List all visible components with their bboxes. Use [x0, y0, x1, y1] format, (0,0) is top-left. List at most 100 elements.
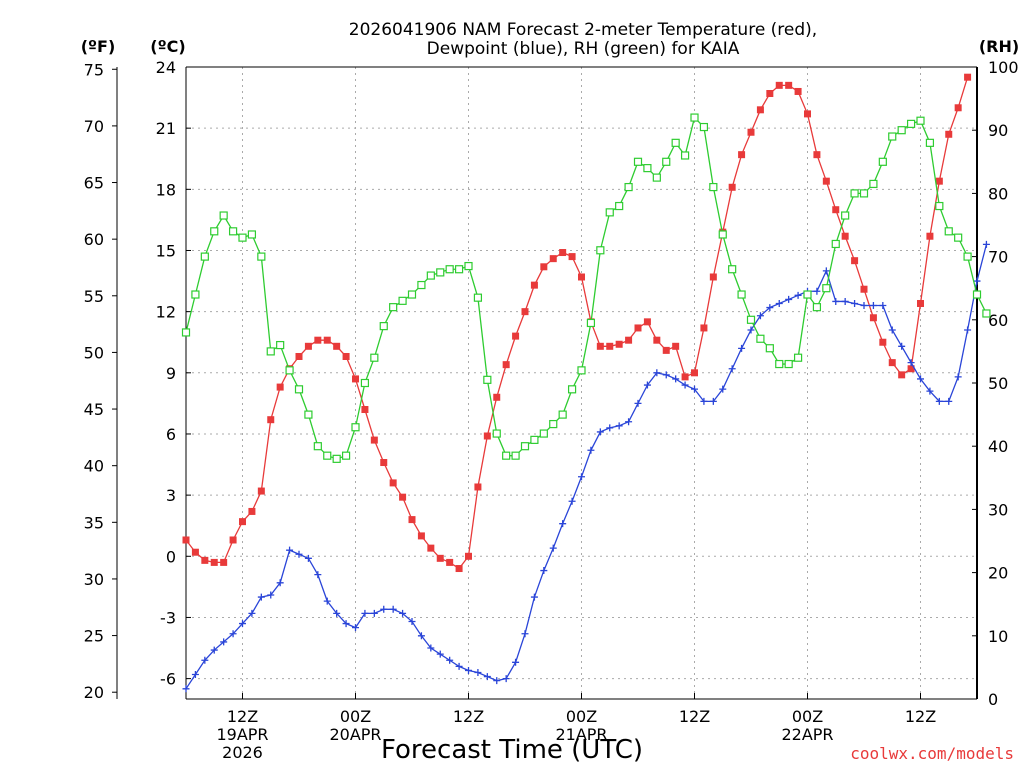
temperature-point [907, 365, 915, 373]
rh-point [530, 435, 539, 444]
temperature-point [851, 257, 859, 265]
rh-point [596, 246, 605, 255]
dewpoint-point [756, 312, 764, 320]
temperature-point [926, 232, 934, 240]
x-tick-label: 22APR [781, 725, 833, 744]
rh-point [643, 164, 652, 173]
temperature-point [455, 565, 463, 573]
temperature-point [436, 554, 444, 562]
rh-point [407, 290, 417, 299]
dewpoint-point [342, 620, 350, 628]
rh-point [323, 451, 332, 460]
x-tick-label: 12Z [227, 707, 258, 726]
fahrenheit-tick-label: 40 [84, 457, 104, 476]
x-axis-label: Forecast Time (UTC) [381, 735, 643, 765]
rh-point [464, 261, 473, 271]
celsius-tick-label: -3 [160, 608, 176, 627]
rh-point [765, 344, 774, 353]
fahrenheit-tick-label: 65 [84, 174, 104, 193]
temperature-point [945, 130, 953, 138]
rh-point [803, 290, 812, 299]
dewpoint-point [907, 359, 915, 367]
dewpoint-point [587, 446, 595, 454]
rh-point [944, 227, 953, 236]
temperature-point [446, 558, 454, 566]
celsius-tick-label: 21 [156, 119, 176, 138]
dewpoint-point [879, 302, 887, 310]
dewpoint-point [822, 267, 830, 275]
rh-point [888, 132, 897, 141]
fahrenheit-tick-label: 50 [84, 343, 104, 362]
dewpoint-point [361, 609, 369, 617]
dewpoint-point [314, 571, 322, 579]
dewpoint-point [333, 609, 341, 617]
temperature-point [210, 558, 218, 566]
celsius-tick-label: 15 [156, 241, 176, 260]
dewpoint-point [304, 554, 312, 562]
temperature-point [239, 518, 246, 526]
dewpoint-point [446, 656, 454, 664]
rh-point [680, 151, 690, 160]
temperature-point [323, 336, 331, 344]
temperature-point [502, 361, 510, 369]
rh-point [728, 265, 737, 274]
temperature-point [361, 406, 369, 414]
rh-point [445, 265, 454, 274]
dewpoint-point [182, 685, 190, 693]
temperature-point [879, 338, 887, 346]
temperature-point [775, 81, 783, 89]
rh-point [473, 293, 483, 302]
temperature-point [804, 110, 811, 118]
temperature-point [304, 342, 312, 350]
rh-point [210, 227, 219, 236]
rh-tick-label: 0 [988, 690, 998, 709]
temperature-point [634, 324, 642, 332]
dewpoint-point [559, 520, 567, 528]
rh-point [200, 252, 209, 261]
fahrenheit-tick-label: 75 [84, 60, 104, 79]
rh-point [379, 322, 388, 331]
chart-title-line1: 2026041906 NAM Forecast 2-meter Temperat… [349, 20, 817, 40]
rh-point [699, 122, 709, 132]
rh-point [436, 268, 445, 277]
rh-point [304, 410, 313, 419]
rh-point [850, 189, 859, 198]
rh-point [247, 230, 257, 239]
dewpoint-point [860, 302, 868, 310]
dewpoint-series-line [185, 244, 988, 690]
rh-point [266, 347, 275, 356]
fahrenheit-tick-label: 45 [84, 400, 104, 419]
dewpoint-point [888, 326, 896, 334]
temperature-point [813, 151, 821, 159]
rh-point [812, 303, 822, 312]
dewpoint-point [248, 609, 256, 617]
rh-point [718, 230, 727, 239]
dewpoint-point [869, 302, 877, 310]
temperature-point [257, 487, 265, 495]
dewpoint-point [455, 662, 463, 670]
temperature-point [606, 342, 614, 350]
temperature-point [220, 558, 228, 566]
rh-point [313, 442, 322, 451]
rh-point [586, 318, 596, 328]
fahrenheit-tick-label: 70 [84, 117, 104, 136]
dewpoint-point [549, 544, 557, 552]
rh-point [558, 410, 567, 419]
temperature-point [427, 544, 435, 552]
temperature-point [333, 342, 341, 350]
x-tick-label: 12Z [905, 707, 936, 726]
rh-tick-label: 60 [988, 311, 1008, 330]
celsius-tick-label: 0 [166, 547, 176, 566]
temperature-point [530, 281, 538, 289]
rh-point [332, 454, 341, 463]
rh-point [963, 252, 972, 261]
temperature-point [267, 416, 275, 424]
temperature-point [314, 336, 322, 344]
dewpoint-point [653, 369, 661, 377]
celsius-tick-label: 6 [166, 425, 176, 444]
dewpoint-point [945, 397, 953, 405]
temperature-point [295, 352, 303, 360]
dewpoint-point [267, 591, 275, 599]
temperature-point [841, 232, 849, 240]
temperature-point [643, 318, 651, 326]
